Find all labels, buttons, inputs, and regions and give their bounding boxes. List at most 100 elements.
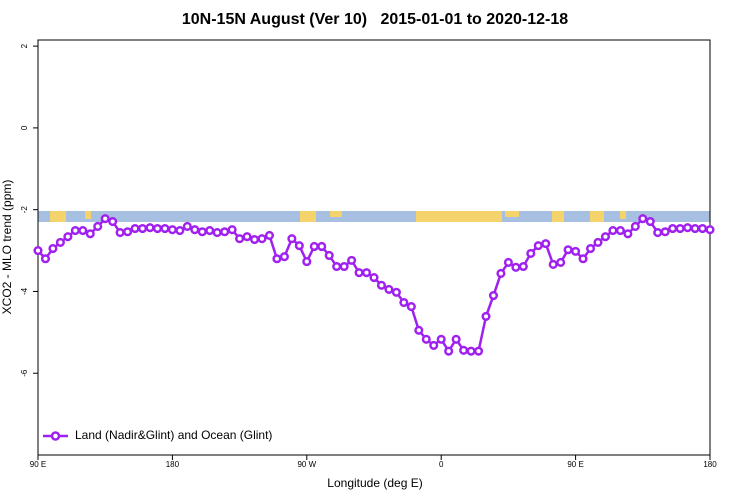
y-tick-label: -4 [20,287,29,295]
data-point [48,243,58,254]
data-point [264,230,275,240]
data-point [190,225,200,235]
data-point [294,241,304,251]
data-point [399,297,409,308]
x-tick-label: 90 W [297,460,316,469]
legend-label: Land (Nadir&Glint) and Ocean (Glint) [75,428,272,442]
data-point [451,334,461,344]
data-point [175,225,185,236]
data-point [466,346,476,356]
data-point [444,346,454,356]
data-point [212,228,222,238]
data-point [205,225,215,236]
data-point [623,229,633,239]
data-point [55,237,65,247]
plot-frame [37,39,711,456]
data-point [78,225,88,236]
data-point [302,257,312,267]
data-point [414,325,424,335]
data-point [481,311,491,321]
data-point [108,216,118,227]
data-point [473,346,484,356]
data-point [653,228,663,238]
data-point [115,228,125,238]
data-point [182,221,192,231]
data-point [40,254,51,264]
data-point [332,261,342,272]
data-point [123,227,133,237]
legend-marker [50,431,61,441]
data-point [503,257,513,267]
data-point [526,248,536,258]
x-tick-label: 90 E [567,460,583,469]
data-point [690,223,700,234]
data-point [511,262,521,272]
data-point [668,223,678,234]
data-point [533,241,543,251]
data-point [548,259,558,270]
data-point [152,223,163,234]
data-point [197,227,207,237]
data-point [571,246,581,256]
data-point [63,232,73,242]
data-point [406,302,416,312]
data-point [272,254,282,264]
data-point [279,252,289,262]
data-point [608,225,618,236]
data-point [421,334,431,344]
data-point [683,223,693,233]
chart-title: 10N-15N August (Ver 10) 2015-01-01 to 20… [182,11,568,28]
data-point [600,232,611,242]
data-point [160,223,170,234]
x-tick-label: 180 [703,460,717,469]
x-tick-label: 180 [166,460,180,469]
data-point [645,216,655,227]
data-point [33,246,43,256]
data-point [705,225,715,235]
data-point [137,223,148,234]
data-point [130,223,140,234]
data-point [675,223,685,234]
y-axis-label: XCO2 - MLO trend (ppm) [0,180,14,315]
data-point [556,257,566,267]
data-point [70,225,80,236]
data-point [347,255,357,265]
x-axis-label: Longitude (deg E) [327,476,422,490]
y-tick-label: -6 [20,369,29,377]
data-point [660,227,670,237]
y-tick-label: 0 [20,125,29,130]
data-point [339,261,349,272]
data-point [167,225,177,235]
x-tick-label: 0 [439,460,444,469]
data-point [391,287,401,297]
data-point [85,229,95,239]
data-point [563,245,573,255]
y-tick-label: 2 [20,43,29,48]
data-point [459,345,469,355]
data-point [436,334,446,344]
data-point [361,268,372,278]
data-point [324,250,334,261]
data-point [287,234,297,244]
data-point [578,254,588,264]
data-point [227,225,237,235]
data-point [235,234,245,244]
data-point [369,273,379,283]
data-point [93,221,103,231]
data-point [518,261,528,272]
data-point [585,243,596,254]
data-point [488,290,499,301]
data-point [354,268,364,278]
data-point [638,214,648,224]
data-point [384,284,394,294]
data-point [145,223,155,233]
data-point [376,280,387,290]
data-point [630,221,640,231]
data-point [257,234,267,244]
y-tick-label: -2 [20,206,29,214]
data-point [541,239,551,249]
data-point [615,225,625,236]
data-point [309,241,319,252]
data-point [496,268,506,279]
